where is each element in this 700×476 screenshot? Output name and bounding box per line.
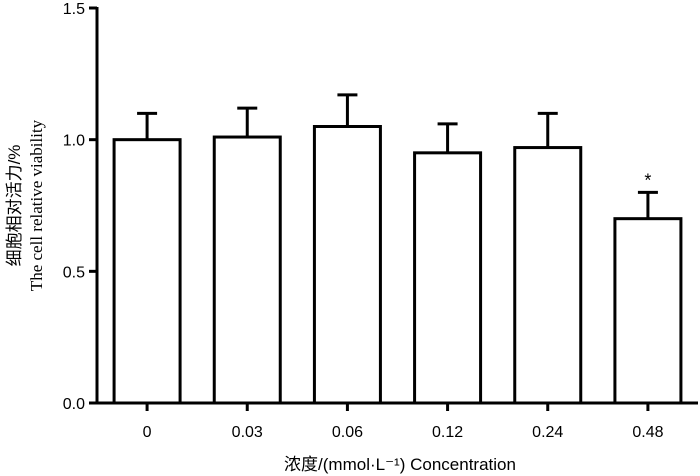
x-axis-title: 浓度/(mmol·L⁻¹) Concentration [284, 455, 516, 474]
bar-0.12 [413, 151, 483, 405]
y-tick-label: 1.0 [63, 133, 85, 150]
bar-0.24 [513, 146, 583, 405]
bar-0.48 [613, 217, 683, 405]
x-tick-label: 0.24 [532, 424, 563, 441]
y-axis-ticks: 0.0 0.5 1.0 1.5 [63, 1, 97, 413]
y-axis-title-line: The cell relative viability [27, 119, 46, 291]
plot-area: * [112, 93, 683, 405]
x-tick-label: 0.48 [632, 424, 663, 441]
y-tick-label: 1.5 [63, 1, 85, 18]
bar-0.06 [312, 125, 382, 405]
bar-0 [112, 138, 182, 405]
y-axis-title-line: 细胞相对活力/% [5, 145, 24, 267]
bar-0.03 [212, 135, 282, 405]
x-tick-label: 0 [143, 424, 152, 441]
significance-marker: * [644, 170, 651, 190]
y-tick-label: 0.5 [63, 264, 85, 281]
y-axis-title: 细胞相对活力/% The cell relative viability [5, 119, 46, 291]
x-tick-label: 0.06 [332, 424, 363, 441]
x-axis-ticks: 0 0.03 0.06 0.12 0.24 0.48 [143, 403, 664, 441]
y-tick-label: 0.0 [63, 396, 85, 413]
x-tick-label: 0.03 [232, 424, 263, 441]
x-tick-label: 0.12 [432, 424, 463, 441]
